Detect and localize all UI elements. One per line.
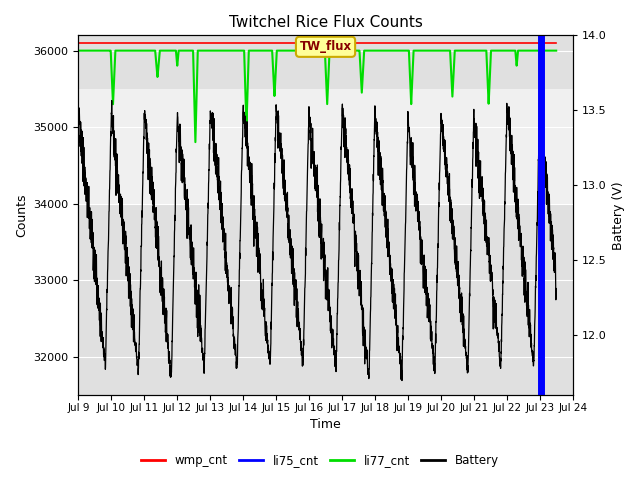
Text: TW_flux: TW_flux (300, 40, 351, 53)
Y-axis label: Battery (V): Battery (V) (612, 181, 625, 250)
Y-axis label: Counts: Counts (15, 193, 28, 237)
Title: Twitchel Rice Flux Counts: Twitchel Rice Flux Counts (228, 15, 422, 30)
Bar (79, 89, 573, 204)
X-axis label: Time: Time (310, 419, 341, 432)
Legend: wmp_cnt, li75_cnt, li77_cnt, Battery: wmp_cnt, li75_cnt, li77_cnt, Battery (137, 449, 503, 472)
